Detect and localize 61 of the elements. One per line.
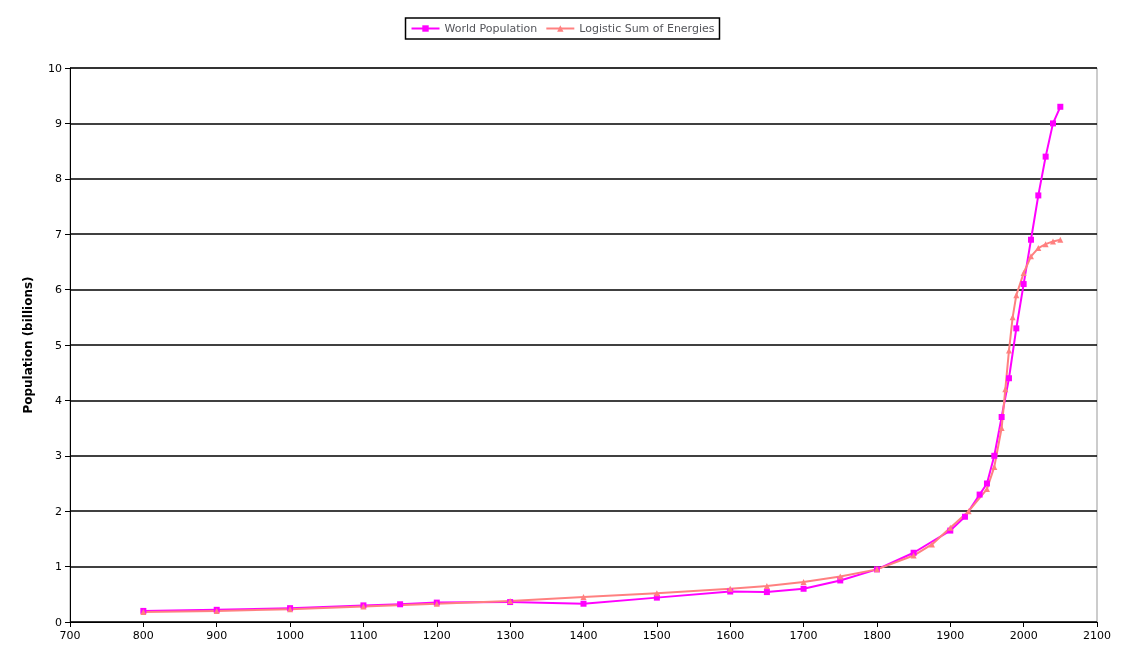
point — [653, 590, 660, 597]
point — [800, 585, 807, 592]
point — [1049, 238, 1056, 245]
y-axis-title: Population (billions) — [21, 276, 35, 414]
y-tick-label: 5 — [55, 338, 62, 352]
x-tick-label: 2100 — [1083, 629, 1111, 642]
x-tick-label: 800 — [132, 629, 154, 642]
x-tick-label: 1300 — [496, 629, 525, 642]
point — [837, 573, 844, 580]
x-tick-label: 1000 — [276, 629, 305, 642]
y-tick-label: 2 — [55, 504, 62, 518]
point — [1020, 281, 1027, 288]
y-tick-label: 9 — [55, 116, 62, 130]
point — [1013, 325, 1020, 332]
point — [976, 491, 983, 498]
x-tick-label: 900 — [206, 629, 228, 642]
point — [763, 582, 770, 589]
legend-label: World Population — [444, 22, 538, 35]
y-tick-label: 0 — [55, 615, 62, 629]
x-tick-label: 2000 — [1009, 629, 1038, 642]
point — [1005, 375, 1012, 382]
point — [965, 508, 972, 515]
point — [1049, 120, 1056, 127]
legend-label: Logistic Sum of Energies — [579, 22, 715, 35]
x-tick-label: 1600 — [716, 629, 745, 642]
point — [580, 594, 587, 601]
x-tick-label: 1400 — [569, 629, 598, 642]
point — [961, 513, 968, 520]
point — [1035, 192, 1042, 199]
point — [983, 486, 990, 493]
x-tick-label: 1800 — [862, 629, 891, 642]
point — [1005, 347, 1012, 354]
y-tick-label: 6 — [55, 283, 62, 297]
x-tick-label: 1500 — [642, 629, 671, 642]
x-tick-label: 1200 — [422, 629, 451, 642]
point — [397, 601, 404, 608]
point — [998, 414, 1005, 421]
point — [800, 579, 807, 586]
point — [983, 480, 990, 487]
point — [1027, 236, 1034, 243]
x-tick-label: 700 — [59, 629, 81, 642]
point — [1027, 253, 1034, 260]
x-tick-label: 1900 — [936, 629, 965, 642]
point — [1057, 103, 1064, 110]
y-tick-label: 4 — [55, 393, 62, 407]
x-tick-label: 1100 — [349, 629, 378, 642]
point — [580, 600, 587, 607]
point — [1020, 269, 1027, 276]
y-tick-label: 3 — [55, 449, 62, 463]
y-tick-label: 10 — [48, 61, 62, 75]
y-tick-label: 7 — [55, 227, 62, 241]
point — [1035, 245, 1042, 252]
point — [1057, 236, 1064, 243]
y-tick-label: 8 — [55, 172, 62, 186]
x-tick-label: 1700 — [789, 629, 818, 642]
point — [763, 589, 770, 596]
point — [991, 452, 998, 459]
y-tick-label: 1 — [55, 560, 62, 574]
point — [1042, 153, 1049, 160]
point — [998, 425, 1005, 432]
point — [1042, 241, 1049, 248]
